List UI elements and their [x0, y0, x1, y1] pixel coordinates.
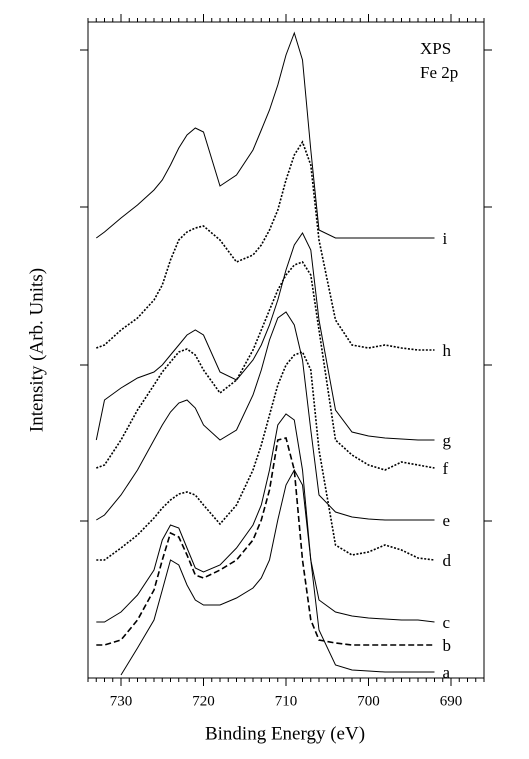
spectrum-line	[96, 437, 435, 646]
x-axis-label: Binding Energy (eV)	[205, 723, 365, 744]
spectrum-line	[120, 468, 435, 676]
x-tick-label: 710	[275, 693, 298, 709]
spectrum-line	[96, 311, 435, 521]
legend-label: g	[443, 431, 452, 450]
x-tick-label: 690	[440, 693, 463, 709]
y-axis-label: Intensity (Arb. Units)	[26, 268, 47, 432]
legend-label: a	[443, 663, 451, 682]
legend-label: i	[443, 229, 448, 248]
x-tick-label: 730	[110, 693, 133, 709]
x-tick-label: 720	[192, 693, 215, 709]
spectrum-line	[96, 350, 435, 561]
spectrum-line	[96, 413, 435, 623]
x-tick-label: 700	[357, 693, 380, 709]
annotation: Fe 2p	[420, 63, 458, 82]
y-axis-ticks	[80, 49, 492, 522]
spectrum-line	[95, 232, 435, 441]
spectrum-line	[96, 261, 435, 471]
legend-label: h	[443, 341, 452, 360]
legend-label: d	[443, 551, 452, 570]
legend-label: f	[443, 459, 449, 478]
annotation: XPS	[420, 39, 451, 58]
spectrum-line	[96, 140, 435, 351]
legend-label: e	[443, 511, 451, 530]
legend-label: b	[443, 636, 452, 655]
spectrum-line	[96, 31, 435, 239]
legend-label: c	[443, 613, 451, 632]
